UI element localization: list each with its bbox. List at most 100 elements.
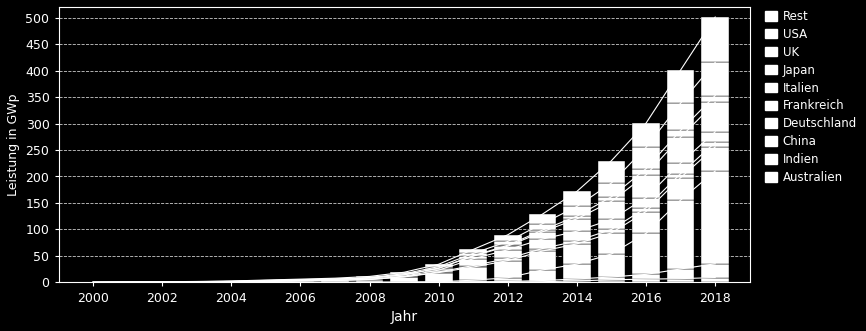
Bar bbox=[460, 280, 487, 282]
Bar bbox=[528, 270, 556, 280]
Bar bbox=[563, 279, 591, 281]
Bar bbox=[494, 246, 521, 250]
Bar bbox=[632, 147, 660, 169]
Bar bbox=[563, 191, 591, 207]
Bar bbox=[667, 279, 695, 282]
Bar bbox=[494, 241, 521, 245]
Bar bbox=[460, 250, 487, 254]
Bar bbox=[460, 254, 487, 256]
Bar bbox=[321, 278, 349, 279]
Bar bbox=[494, 259, 521, 260]
Bar bbox=[632, 175, 660, 198]
Bar bbox=[632, 279, 660, 282]
Bar bbox=[287, 279, 314, 280]
Bar bbox=[425, 264, 453, 267]
Bar bbox=[356, 277, 384, 278]
Bar bbox=[563, 231, 591, 241]
Bar bbox=[563, 264, 591, 279]
Bar bbox=[701, 147, 729, 171]
Bar bbox=[528, 249, 556, 251]
Bar bbox=[460, 256, 487, 259]
Bar bbox=[667, 200, 695, 269]
Bar bbox=[667, 70, 695, 103]
Bar bbox=[667, 178, 695, 200]
Bar bbox=[632, 208, 660, 212]
Bar bbox=[667, 103, 695, 130]
Bar bbox=[528, 232, 556, 239]
Bar bbox=[701, 132, 729, 142]
Bar bbox=[701, 63, 729, 96]
Bar bbox=[425, 270, 453, 272]
Bar bbox=[356, 276, 384, 277]
Bar bbox=[632, 198, 660, 208]
Bar bbox=[598, 197, 625, 201]
Bar bbox=[460, 265, 487, 267]
Bar bbox=[598, 161, 625, 183]
Bar bbox=[528, 230, 556, 232]
Bar bbox=[356, 278, 384, 279]
Legend: Rest, USA, UK, Japan, Italien, Frankreich, Deutschland, China, Indien, Australie: Rest, USA, UK, Japan, Italien, Frankreic… bbox=[763, 7, 859, 187]
Bar bbox=[598, 183, 625, 197]
Bar bbox=[391, 275, 418, 276]
Bar bbox=[425, 272, 453, 282]
Bar bbox=[494, 245, 521, 246]
Bar bbox=[321, 280, 349, 282]
Bar bbox=[632, 233, 660, 274]
Bar bbox=[701, 278, 729, 282]
Bar bbox=[563, 241, 591, 244]
Bar bbox=[563, 207, 591, 216]
Bar bbox=[701, 17, 729, 63]
Bar bbox=[425, 268, 453, 270]
Bar bbox=[632, 274, 660, 279]
Bar bbox=[598, 277, 625, 280]
Bar bbox=[356, 279, 384, 282]
Bar bbox=[632, 212, 660, 233]
Bar bbox=[391, 272, 418, 274]
Bar bbox=[563, 219, 591, 231]
Bar bbox=[494, 260, 521, 278]
Bar bbox=[494, 250, 521, 259]
Bar bbox=[667, 137, 695, 163]
Bar bbox=[460, 259, 487, 265]
Bar bbox=[528, 224, 556, 230]
Bar bbox=[460, 267, 487, 280]
Bar bbox=[391, 277, 418, 282]
Bar bbox=[598, 219, 625, 229]
Bar bbox=[563, 216, 591, 219]
Bar bbox=[528, 214, 556, 224]
Bar bbox=[528, 239, 556, 249]
Bar bbox=[425, 267, 453, 268]
Bar bbox=[563, 281, 591, 282]
Bar bbox=[598, 280, 625, 282]
Bar bbox=[494, 235, 521, 241]
Bar bbox=[667, 130, 695, 137]
Bar bbox=[701, 96, 729, 102]
Bar bbox=[287, 281, 314, 282]
Bar bbox=[598, 201, 625, 219]
Bar bbox=[391, 276, 418, 277]
Bar bbox=[598, 233, 625, 254]
Bar bbox=[563, 244, 591, 264]
Bar bbox=[252, 281, 280, 282]
Bar bbox=[528, 251, 556, 270]
Bar bbox=[321, 279, 349, 280]
Bar bbox=[701, 264, 729, 278]
Bar bbox=[667, 173, 695, 178]
Bar bbox=[701, 171, 729, 264]
Bar bbox=[632, 123, 660, 147]
Y-axis label: Leistung in GWp: Leistung in GWp bbox=[7, 93, 20, 196]
Bar bbox=[287, 280, 314, 281]
Bar bbox=[494, 281, 521, 282]
Bar bbox=[528, 280, 556, 282]
Bar bbox=[494, 278, 521, 281]
Bar bbox=[598, 254, 625, 277]
X-axis label: Jahr: Jahr bbox=[391, 310, 417, 324]
Bar bbox=[217, 281, 245, 282]
Bar bbox=[598, 229, 625, 233]
Bar bbox=[701, 102, 729, 132]
Bar bbox=[391, 274, 418, 275]
Bar bbox=[632, 169, 660, 175]
Bar bbox=[667, 269, 695, 279]
Bar bbox=[667, 163, 695, 173]
Bar bbox=[701, 142, 729, 147]
